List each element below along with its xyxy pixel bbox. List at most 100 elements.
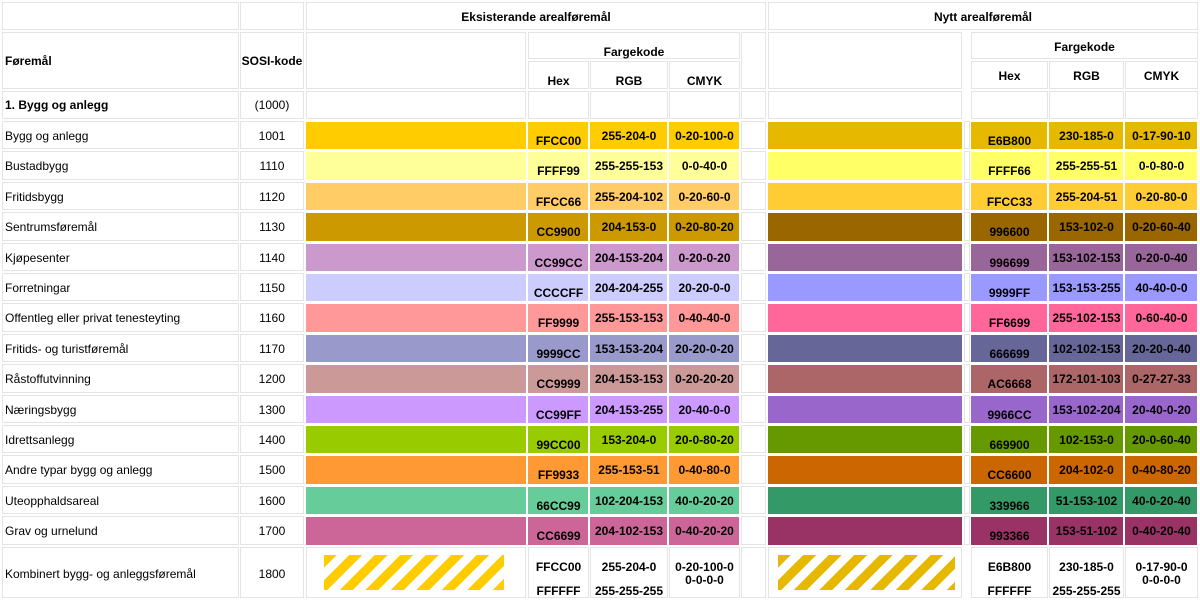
old-hex: 99CC00 xyxy=(536,438,581,452)
new-rgb: 153-153-255 xyxy=(1052,281,1121,295)
new-cmyk: 0-40-20-40 xyxy=(1132,524,1191,539)
new-value-bg xyxy=(1125,182,1197,211)
row-gap-cell xyxy=(964,425,970,454)
new-hex: CC6600 xyxy=(987,468,1032,483)
row-name-cell xyxy=(2,212,239,241)
fargekode-old-header: Fargekode xyxy=(603,45,665,59)
old-color-swatch xyxy=(306,304,526,332)
old-color-swatch xyxy=(306,486,526,515)
old-value-bg xyxy=(669,122,739,150)
old-value-bg xyxy=(590,152,667,180)
old-value-bg xyxy=(528,213,588,241)
row-name: Andre typar bygg og anlegg xyxy=(5,463,153,478)
old-hex: CC99FF xyxy=(535,407,582,422)
old-cmyk: 0-20-80-20 xyxy=(675,220,734,235)
row-code-cell xyxy=(240,364,304,393)
row-gap-cell xyxy=(741,303,766,332)
new-value-bg xyxy=(1049,426,1123,454)
hex-old-header: Hex xyxy=(547,74,570,88)
group-row-cell xyxy=(1125,91,1198,119)
old-value-bg xyxy=(528,243,588,271)
new-value-bg xyxy=(971,213,1047,241)
row-name: Næringsbygg xyxy=(5,402,77,417)
old-value-bg xyxy=(590,517,667,545)
new-color-swatch xyxy=(768,213,962,241)
new-value-bg xyxy=(1125,365,1197,393)
row-gap-cell xyxy=(964,121,970,150)
row-gap-cell xyxy=(741,333,766,363)
new-value-bg xyxy=(1125,213,1197,241)
old-cmyk: 0-20-100-0 xyxy=(675,129,734,143)
row-name: Sentrumsføremål xyxy=(5,220,98,235)
old-value-bg xyxy=(590,213,667,241)
row-name: Idrettsanlegg xyxy=(5,433,75,447)
new-color-swatch xyxy=(768,122,962,150)
old-hex: FFCC66 xyxy=(535,194,582,209)
new-value-bg xyxy=(971,365,1047,393)
new-hex: FFCC33 xyxy=(986,194,1033,209)
foremal-header-cell xyxy=(2,32,239,89)
new-value-bg xyxy=(1125,517,1197,545)
old-value-bg xyxy=(669,517,739,545)
row-code-cell xyxy=(240,181,304,211)
row-code-cell xyxy=(240,212,304,241)
old-rgb: 153-153-204 xyxy=(594,341,664,356)
header-gap-cell xyxy=(741,32,766,89)
cmyk-new-header: CMYK xyxy=(1143,69,1180,83)
new-value-bg xyxy=(971,152,1047,180)
old-color-swatch xyxy=(306,274,526,302)
new-value-bg xyxy=(971,486,1047,515)
new-cmyk: 0-27-27-33 xyxy=(1132,372,1191,387)
rgb-new-header: RGB xyxy=(1073,69,1100,83)
row-code: 1700 xyxy=(258,524,286,539)
row-gap-cell xyxy=(741,394,766,423)
combined-row-cell xyxy=(1049,547,1124,598)
new-value-bg xyxy=(1125,456,1197,484)
old-value-bg xyxy=(669,182,739,211)
old-cmyk: 20-20-0-20 xyxy=(675,341,734,356)
row-name: Uteopphaldsareal xyxy=(5,493,100,508)
row-name-cell xyxy=(2,242,239,271)
old-rgb: 255-153-51 xyxy=(598,463,660,478)
old-rgb: 102-204-153 xyxy=(594,493,664,508)
row-code-cell xyxy=(240,485,304,515)
new-value-bg xyxy=(1049,274,1123,302)
new-value-bg xyxy=(1049,182,1123,211)
header-blank-cell xyxy=(2,2,239,30)
row-name-cell xyxy=(2,455,239,484)
combined-row-cell xyxy=(590,547,668,598)
rgb-old-header: RGB xyxy=(615,74,643,88)
rgb-old-cell xyxy=(590,61,668,89)
new-color-swatch xyxy=(768,274,962,302)
cmyk-old-cell xyxy=(669,61,740,89)
old-color-swatch xyxy=(306,517,526,545)
combined-new-cmyk2: 0-0-0-0 xyxy=(1142,573,1181,587)
combined-old-cmyk1: 0-20-100-0 xyxy=(675,560,734,574)
new-value-bg xyxy=(1049,517,1123,545)
new-value-bg xyxy=(1049,395,1123,423)
cmyk-new-cell xyxy=(1125,61,1198,89)
group-row-cell xyxy=(971,91,1048,119)
existing-title: Eksisterande arealføremål xyxy=(461,10,611,24)
old-color-swatch xyxy=(306,182,526,211)
new-cmyk: 40-0-20-40 xyxy=(1132,493,1191,508)
old-hex: CC6699 xyxy=(536,529,581,544)
row-name: Fritidsbygg xyxy=(5,189,64,204)
old-value-bg xyxy=(590,334,667,363)
old-cmyk: 20-20-0-0 xyxy=(678,281,731,295)
combined-new-cmyk1: 0-17-90-0 xyxy=(1135,560,1188,574)
group-code: (1000) xyxy=(254,98,290,112)
old-value-bg xyxy=(528,365,588,393)
new-rgb: 102-102-153 xyxy=(1052,341,1121,356)
new-hex: 669900 xyxy=(989,438,1030,452)
row-gap-cell xyxy=(741,364,766,393)
old-color-swatch xyxy=(306,365,526,393)
row-code-cell xyxy=(240,121,304,150)
sosi-header-cell xyxy=(240,32,304,89)
row-name-cell xyxy=(2,394,239,423)
new-rgb: 153-102-0 xyxy=(1059,220,1114,235)
new-cmyk: 0-40-80-20 xyxy=(1132,463,1191,478)
old-value-bg xyxy=(669,486,739,515)
row-gap-cell xyxy=(964,273,970,302)
row-gap-cell xyxy=(741,273,766,302)
